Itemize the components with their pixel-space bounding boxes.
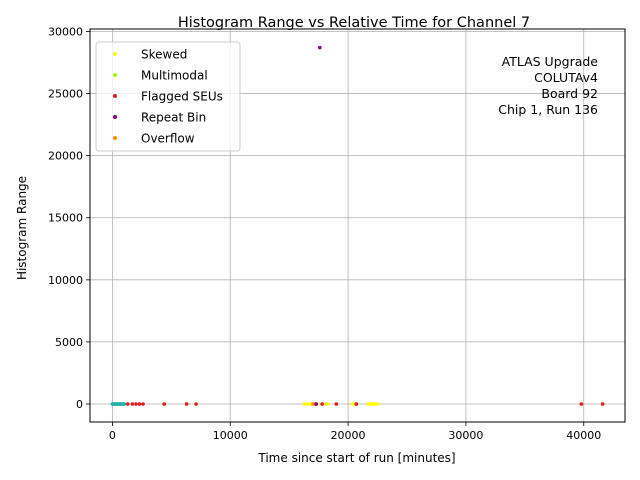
x-axis-ticks: 0 10000 20000 30000 40000	[109, 422, 601, 442]
data-point	[334, 402, 339, 406]
x-tick-label: 40000	[566, 429, 601, 442]
data-point	[320, 402, 324, 406]
data-point	[313, 402, 318, 406]
data-point	[317, 45, 322, 50]
annotation-line-4: Chip 1, Run 136	[498, 102, 598, 117]
data-point	[141, 402, 145, 406]
data-point	[134, 402, 138, 406]
legend-marker	[113, 94, 117, 98]
y-tick-label: 25000	[48, 88, 83, 101]
annotation-line-1: ATLAS Upgrade	[502, 54, 599, 69]
legend-marker	[113, 73, 117, 77]
legend-label: Flagged SEUs	[141, 90, 223, 104]
y-tick-label: 30000	[48, 25, 83, 38]
data-point	[184, 402, 189, 406]
data-point	[194, 402, 198, 406]
chart-title: Histogram Range vs Relative Time for Cha…	[178, 15, 530, 31]
data-point	[579, 402, 584, 406]
legend: Skewed Multimodal Flagged SEUs Repeat Bin Ov…	[95, 41, 241, 152]
annotation: ATLAS Upgrade COLUTAv4 Board 92 Chip 1, …	[498, 54, 598, 117]
legend-box	[95, 41, 241, 152]
data-point	[162, 402, 167, 406]
data-points	[110, 45, 605, 406]
data-point	[125, 402, 130, 406]
series-overflow	[310, 402, 315, 406]
legend-marker	[113, 136, 117, 140]
x-tick-label: 10000	[213, 429, 248, 442]
data-point	[137, 402, 142, 406]
y-tick-label: 15000	[48, 212, 83, 225]
legend-label: Skewed	[141, 48, 187, 62]
legend-marker	[113, 115, 117, 119]
data-point	[122, 402, 127, 406]
legend-label: Overflow	[141, 132, 195, 146]
data-point	[354, 402, 359, 406]
y-axis-label: Histogram Range	[15, 176, 29, 280]
legend-label: Multimodal	[141, 69, 208, 83]
legend-label: Repeat Bin	[141, 111, 206, 125]
annotation-line-2: COLUTAv4	[534, 70, 598, 85]
data-point	[326, 402, 330, 406]
y-tick-label: 20000	[48, 150, 83, 163]
x-axis-label: Time since start of run [minutes]	[257, 451, 455, 465]
data-point	[600, 402, 605, 406]
series-flagged-seus	[125, 402, 605, 406]
data-point	[375, 402, 380, 406]
data-point	[310, 402, 315, 406]
annotation-line-3: Board 92	[541, 86, 598, 101]
legend-marker	[113, 52, 117, 56]
x-tick-label: 30000	[448, 429, 483, 442]
y-tick-label: 0	[76, 398, 83, 411]
y-tick-label: 5000	[55, 336, 83, 349]
series-repeat-bin	[313, 45, 322, 406]
series-unlabeled-5	[110, 402, 127, 406]
x-tick-label: 0	[109, 429, 116, 442]
data-point	[130, 402, 135, 406]
plot-frame	[89, 28, 626, 423]
x-tick-label: 20000	[331, 429, 366, 442]
y-axis-ticks: 0 5000 10000 15000 20000 25000 30000	[48, 25, 90, 411]
y-tick-label: 10000	[48, 274, 83, 287]
